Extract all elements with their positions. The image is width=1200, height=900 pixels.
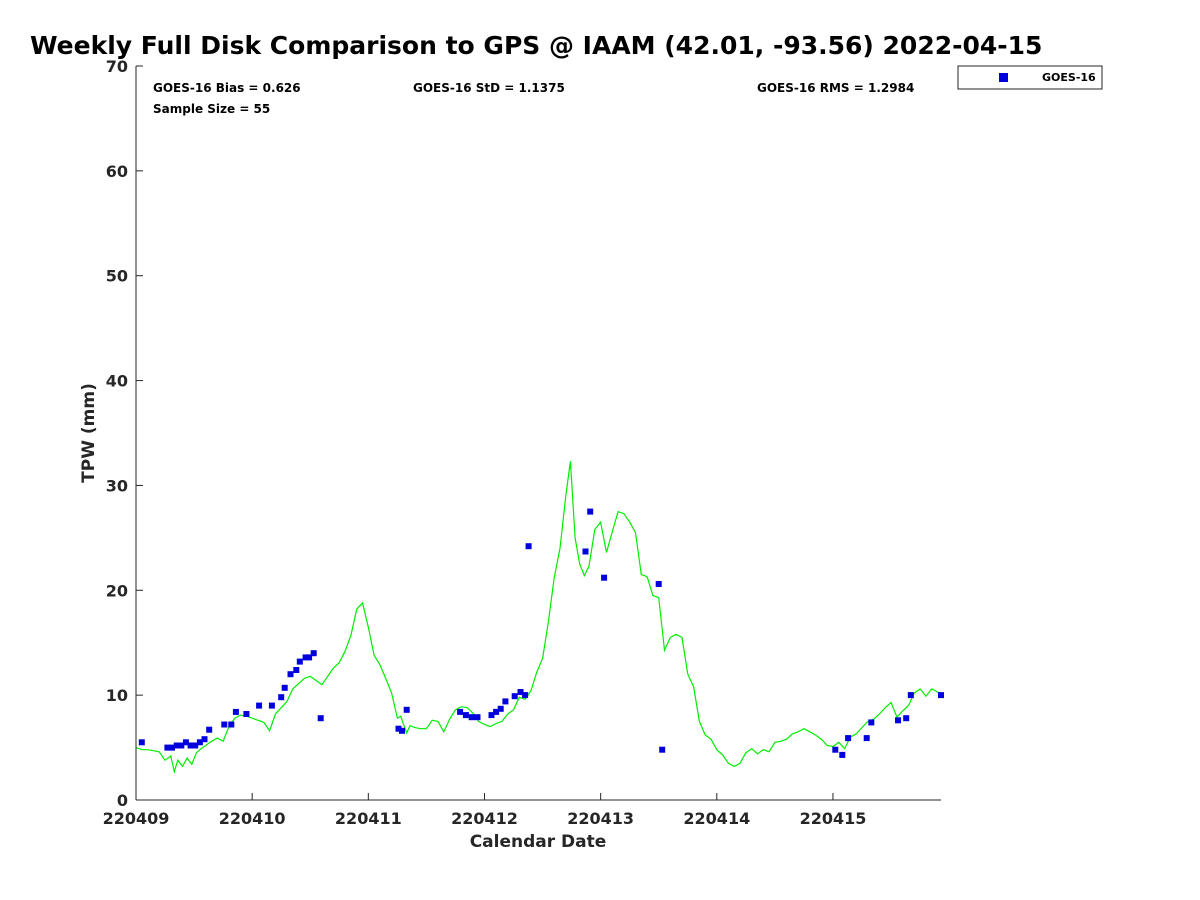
sample-size-stat: Sample Size = 55 — [153, 102, 270, 116]
goes16-point — [839, 751, 846, 758]
goes16-points-layer — [138, 508, 944, 758]
y-tick-label: 20 — [106, 581, 128, 600]
goes16-point — [306, 654, 313, 661]
goes16-point — [907, 692, 914, 699]
goes16-point — [201, 736, 208, 743]
goes16-point — [192, 742, 199, 749]
std-stat: GOES-16 StD = 1.1375 — [413, 81, 565, 95]
goes16-point — [178, 742, 185, 749]
goes16-point — [296, 658, 303, 665]
goes16-point — [399, 727, 405, 734]
goes16-point — [395, 725, 402, 732]
goes16-point — [317, 715, 324, 722]
gps-series-line-layer — [135, 461, 942, 775]
x-axis-label: Calendar Date — [470, 832, 607, 852]
bias-stat: GOES-16 Bias = 0.626 — [153, 81, 301, 95]
legend-label: GOES-16 — [1042, 71, 1096, 84]
goes16-point — [468, 714, 475, 721]
plot-area — [136, 66, 941, 800]
y-tick-label: 70 — [106, 57, 128, 76]
chart-title: Weekly Full Disk Comparison to GPS @ IAA… — [30, 31, 1042, 60]
y-tick-label: 0 — [117, 791, 128, 810]
goes16-point — [493, 708, 500, 715]
x-tick-label: 220412 — [451, 809, 518, 828]
goes16-point — [293, 667, 300, 673]
goes16-point — [497, 705, 504, 712]
goes16-point — [903, 715, 910, 722]
goes16-point — [196, 739, 203, 746]
goes16-point — [287, 671, 294, 678]
y-tick-label: 60 — [106, 162, 128, 181]
goes16-point — [601, 574, 608, 581]
goes16-point — [474, 714, 481, 721]
goes16-point — [517, 689, 524, 695]
y-axis-ticks: 0 10 20 30 40 50 60 70 — [106, 57, 143, 810]
x-tick-label: 220410 — [219, 809, 286, 828]
goes16-point — [302, 654, 309, 661]
goes16-point — [281, 684, 288, 691]
goes16-point — [228, 721, 235, 728]
y-axis-label: TPW (mm) — [79, 383, 99, 483]
goes16-point — [457, 708, 464, 715]
y-tick-label: 50 — [106, 267, 128, 286]
x-tick-label: 220414 — [683, 809, 750, 828]
goes16-point — [863, 735, 870, 742]
goes16-point — [169, 744, 175, 751]
x-tick-label: 220411 — [335, 809, 402, 828]
legend: GOES-16 — [957, 65, 1103, 90]
x-axis-ticks: 220409 220410 220411 220412 220413 220414 2204… — [103, 793, 867, 828]
goes16-point — [582, 548, 589, 555]
goes16-point — [187, 742, 194, 749]
y-tick-label: 30 — [106, 476, 128, 495]
goes16-point — [938, 692, 944, 699]
rms-stat: GOES-16 RMS = 1.2984 — [757, 81, 914, 95]
goes16-point — [868, 719, 875, 726]
goes16-point — [522, 692, 529, 699]
goes16-point — [587, 508, 594, 515]
goes16-point — [462, 712, 469, 719]
goes16-point — [525, 543, 532, 550]
goes16-point — [243, 711, 250, 717]
goes16-point — [845, 735, 852, 742]
goes16-point — [138, 739, 145, 746]
goes16-point — [278, 694, 285, 701]
goes16-point — [206, 726, 213, 733]
goes16-point — [182, 739, 189, 746]
x-tick-label: 220409 — [103, 809, 170, 828]
y-tick-label: 10 — [106, 686, 128, 705]
goes16-point — [659, 746, 666, 753]
goes16-point — [655, 581, 662, 587]
x-tick-label: 220415 — [800, 809, 867, 828]
goes16-point — [511, 693, 518, 700]
legend-marker — [999, 73, 1008, 82]
goes16-point — [895, 717, 901, 724]
goes16-point — [256, 702, 263, 709]
y-tick-label: 40 — [106, 372, 128, 391]
goes16-point — [164, 744, 171, 751]
gps-series-line — [135, 461, 942, 775]
goes16-point — [488, 712, 495, 719]
goes16-point — [221, 721, 228, 728]
goes16-point — [832, 746, 839, 753]
x-tick-label: 220413 — [567, 809, 634, 828]
legend-box — [957, 65, 1103, 90]
goes16-point — [403, 706, 410, 713]
goes16-point — [502, 698, 509, 705]
goes16-point — [173, 742, 180, 749]
goes16-point — [310, 650, 317, 657]
goes16-point — [232, 708, 239, 715]
goes16-point — [268, 702, 275, 709]
